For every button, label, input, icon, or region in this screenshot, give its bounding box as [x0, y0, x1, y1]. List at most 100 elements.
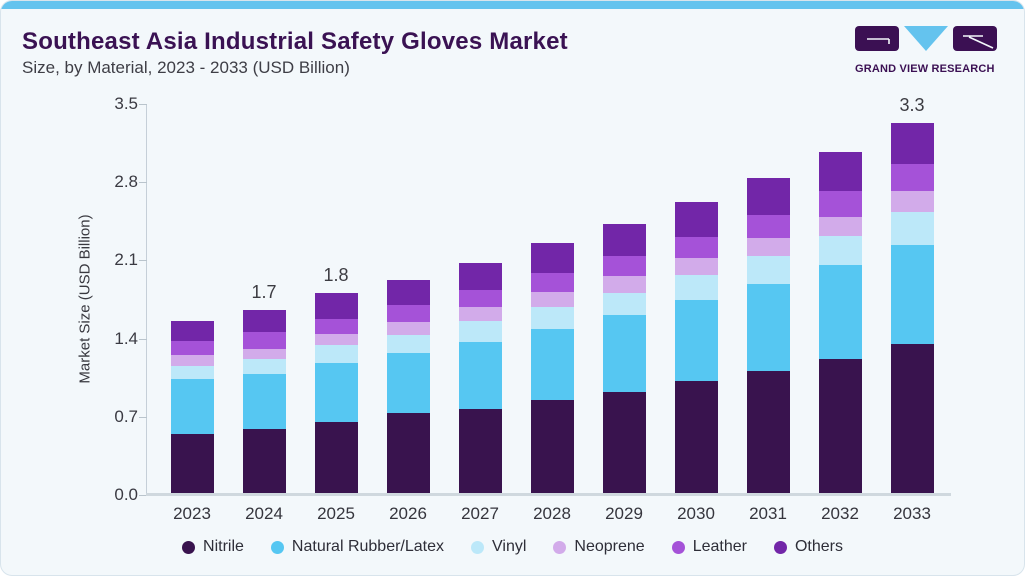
bar-total-label-2024: 1.7 [251, 281, 277, 302]
chart-legend: Nitrile Natural Rubber/Latex Vinyl Neoprene… [1, 538, 1024, 556]
bar-segment-2024-vinyl [242, 358, 286, 375]
bar-2031 [746, 177, 790, 495]
bar-2027 [458, 262, 502, 495]
bar-segment-2024-nitrile [242, 429, 286, 495]
legend-dot-icon [553, 540, 567, 554]
bar-segment-2023-others [170, 320, 214, 341]
y-tick-label: 0.0 [114, 485, 138, 504]
x-tick-label-2025: 2025 [317, 504, 355, 523]
bar-segment-2028-nitrile [530, 400, 574, 495]
bar-segment-2027-neoprene [458, 307, 502, 321]
bar-segment-2027-natural-rubber-latex [458, 342, 502, 409]
card-top-accent-strip [1, 1, 1024, 9]
bar-segment-2033-neoprene [890, 191, 934, 213]
bar-total-label-2033: 3.3 [899, 95, 925, 115]
bar-segment-2031-nitrile [746, 371, 790, 495]
bar-segment-2030-others [674, 202, 718, 237]
bar-segment-2023-leather [170, 340, 214, 356]
x-tick-label-2023: 2023 [173, 504, 211, 523]
x-tick-label-2030: 2030 [677, 504, 715, 523]
y-tick-mark [139, 338, 147, 340]
legend-dot-icon [182, 540, 196, 554]
bar-segment-2025-leather [314, 318, 358, 335]
bar-segment-2030-leather [674, 236, 718, 259]
bar-segment-2023-neoprene [170, 355, 214, 366]
x-tick-label-2029: 2029 [605, 504, 643, 523]
bar-segment-2026-nitrile [386, 413, 430, 495]
bar-segment-2023-nitrile [170, 433, 214, 495]
bar-segment-2024-natural-rubber-latex [242, 374, 286, 430]
grand-view-research-logo: GRAND VIEW RESEARCH [855, 26, 997, 76]
legend-dot-icon [471, 540, 485, 554]
x-tick-label-2031: 2031 [749, 504, 787, 523]
bar-segment-2032-neoprene [818, 216, 862, 236]
bar-segment-2026-natural-rubber-latex [386, 353, 430, 414]
bar-segment-2028-others [530, 242, 574, 273]
bar-segment-2033-others [890, 123, 934, 165]
bar-segment-2031-vinyl [746, 256, 790, 284]
y-tick-mark [139, 260, 147, 262]
bar-2033 [890, 123, 934, 495]
page-subtitle: Size, by Material, 2023 - 2033 (USD Bill… [22, 58, 350, 77]
bar-2024 [242, 309, 286, 495]
bar-segment-2028-vinyl [530, 307, 574, 329]
bar-segment-2029-vinyl [602, 292, 646, 316]
legend-dot-icon [270, 540, 284, 554]
legend-label: Natural Rubber/Latex [291, 538, 445, 555]
bar-2026 [386, 280, 430, 495]
bar-segment-2029-natural-rubber-latex [602, 315, 646, 393]
bar-segment-2030-natural-rubber-latex [674, 299, 718, 382]
plot-area: 1.7 1.8 3.3 [146, 95, 941, 495]
legend-label: Vinyl [492, 538, 527, 555]
y-tick-label: 2.8 [114, 172, 138, 192]
y-tick-mark [139, 416, 147, 418]
bar-2028 [530, 242, 574, 495]
x-axis-baseline [146, 493, 951, 496]
bar-segment-2027-nitrile [458, 409, 502, 495]
bar-segment-2031-leather [746, 214, 790, 239]
bar-2029 [602, 223, 646, 495]
legend-item-neoprene: Neoprene [553, 538, 645, 556]
bar-segment-2024-neoprene [242, 348, 286, 359]
bar-segment-2025-vinyl [314, 345, 358, 364]
bar-segment-2026-leather [386, 305, 430, 322]
y-tick-label: 2.1 [114, 250, 138, 270]
x-tick-label-2027: 2027 [461, 504, 499, 523]
bar-2023 [170, 320, 214, 495]
bar-segment-2025-others [314, 292, 358, 319]
legend-label: Others [794, 538, 843, 555]
y-tick-label: 1.4 [114, 328, 138, 348]
legend-label: Neoprene [574, 538, 645, 555]
x-axis-labels: 2023 2024 2025 2026 2027 2028 2029 2030 2031 2032… [146, 504, 941, 526]
bar-segment-2024-others [242, 309, 286, 332]
x-tick-label-2028: 2028 [533, 504, 571, 523]
bar-segment-2025-neoprene [314, 334, 358, 346]
bar-segment-2024-leather [242, 331, 286, 349]
bar-segment-2032-natural-rubber-latex [818, 264, 862, 359]
bar-segment-2028-neoprene [530, 291, 574, 308]
legend-label: Nitrile [203, 538, 244, 555]
bar-segment-2028-leather [530, 272, 574, 292]
bar-segment-2023-vinyl [170, 365, 214, 379]
bar-segment-2029-neoprene [602, 276, 646, 293]
bar-segment-2033-leather [890, 164, 934, 192]
legend-item-vinyl: Vinyl [471, 538, 526, 556]
bar-segment-2029-others [602, 223, 646, 256]
bar-segment-2026-neoprene [386, 321, 430, 336]
y-axis-title: Market Size (USD Billion) [76, 214, 94, 384]
bar-segment-2027-others [458, 262, 502, 290]
y-tick-label: 0.7 [114, 406, 138, 426]
bar-segment-2031-others [746, 177, 790, 215]
bar-segment-2032-vinyl [818, 235, 862, 265]
bar-segment-2033-natural-rubber-latex [890, 244, 934, 345]
legend-dot-icon [671, 540, 685, 554]
y-tick-mark [139, 104, 147, 105]
bar-segment-2032-nitrile [818, 358, 862, 495]
logo-wordmark: GRAND VIEW RESEARCH [855, 63, 996, 75]
bar-segment-2027-vinyl [458, 320, 502, 342]
bar-segment-2026-vinyl [386, 335, 430, 354]
bar-segment-2029-nitrile [602, 392, 646, 495]
gvr-logo-icon: GRAND VIEW RESEARCH [855, 26, 997, 75]
